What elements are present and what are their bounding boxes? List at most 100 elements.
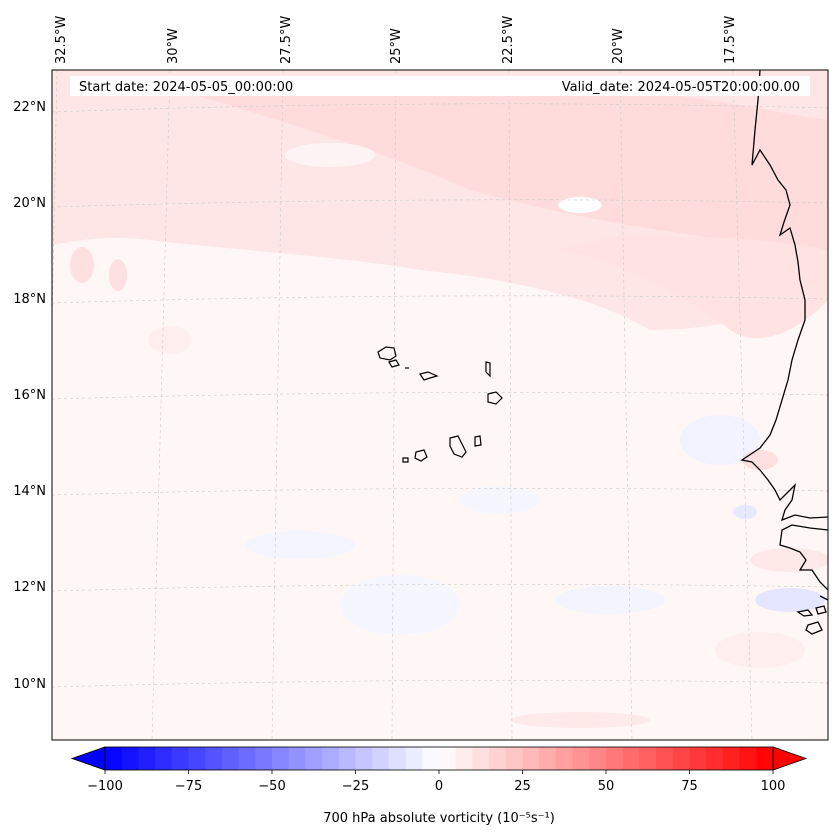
negative-patch-3: [340, 575, 460, 635]
negative-patch-2: [245, 531, 355, 559]
guinea-coast-south: [819, 595, 828, 601]
positive-patch-south: [510, 712, 650, 728]
positive-patch-west-2: [109, 259, 127, 291]
colorbar-cell: [121, 747, 139, 770]
negative-patch-5: [460, 486, 540, 514]
colorbar-cell: [388, 747, 407, 770]
guinea-coastline: [779, 524, 828, 591]
colorbar-ticks: −100 −75 −50 −25 0 25 50 75 100: [87, 770, 785, 794]
parallel-18n: [52, 295, 828, 304]
colorbar-cell: [672, 747, 691, 770]
colorbar-cell: [555, 747, 574, 770]
lon-label-32-5w: 32.5°W: [54, 16, 69, 64]
colorbar-cell: [455, 747, 473, 770]
lon-label-27-5w: 27.5°W: [279, 16, 294, 64]
colorbar-cell: [205, 747, 223, 770]
longitude-labels: 32.5°W 30°W 27.5°W 25°W 22.5°W 20°W 17.5…: [54, 16, 738, 64]
colorbar-cell: [589, 747, 607, 770]
island-sal: [485, 361, 491, 378]
island-santiago: [449, 435, 467, 458]
colorbar-cell: [372, 747, 390, 770]
lon-label-22-5w: 22.5°W: [501, 16, 516, 64]
colorbar-tick-label: 75: [681, 779, 698, 794]
parallel-10n: [52, 679, 828, 688]
negative-patch-1: [680, 415, 760, 465]
colorbar-cell: [171, 747, 190, 770]
colorbar-cell: [272, 747, 290, 770]
colorbar-cell: [539, 747, 557, 770]
colorbar-extend-max: [772, 746, 808, 771]
positive-vorticity-core: [140, 78, 828, 250]
negative-patch-4: [555, 586, 665, 614]
island-brava: [402, 457, 409, 463]
coastline: [740, 70, 828, 635]
lon-label-25w: 25°W: [389, 28, 404, 64]
colorbar-cell: [105, 747, 123, 770]
parallel-20n: [52, 199, 828, 208]
colorbar-cell: [706, 747, 724, 770]
white-patch-1: [558, 197, 602, 213]
meridian-27-5w: [271, 70, 284, 740]
colorbar-cell: [221, 747, 240, 770]
start-date-box: [70, 76, 810, 96]
meridian-20w: [619, 70, 633, 740]
gridlines: [52, 70, 828, 740]
meridian-30w: [151, 70, 171, 740]
colorbar-cell: [606, 747, 624, 770]
parallel-22n: [52, 103, 828, 113]
positive-vorticity-coast: [560, 235, 828, 339]
colorbar-cells: [105, 747, 774, 770]
positive-patch-south-2: [715, 632, 805, 668]
negative-patch-coast-2: [733, 505, 757, 519]
latitude-labels: 22°N 20°N 18°N 16°N 14°N 12°N 10°N: [13, 100, 46, 692]
colorbar-cell: [238, 747, 256, 770]
colorbar-cell: [689, 747, 707, 770]
colorbar-cell: [188, 747, 206, 770]
colorbar-cell: [355, 747, 373, 770]
white-patch-2: [285, 143, 375, 167]
colorbar-cell: [138, 747, 156, 770]
vorticity-field: [52, 70, 828, 728]
island-sao-vicente: [388, 359, 400, 368]
meridian-22-5w: [508, 70, 513, 740]
colorbar-cell: [722, 747, 741, 770]
colorbar-tick-label: 0: [435, 779, 443, 794]
lat-label-16n: 16°N: [13, 388, 46, 403]
colorbar-label: 700 hPa absolute vorticity (10⁻⁵s⁻¹): [323, 811, 555, 826]
colorbar-tick-label: −75: [175, 779, 202, 794]
lon-label-30w: 30°W: [166, 28, 181, 64]
positive-patch-coast-2: [750, 548, 828, 572]
colorbar-tick-label: 100: [761, 779, 786, 794]
parallel-12n: [52, 583, 828, 592]
colorbar: −100 −75 −50 −25 0 25 50 75 100 700 hPa absolute…: [70, 746, 808, 826]
africa-coastline: [740, 70, 828, 522]
colorbar-cell: [756, 747, 774, 770]
island-santo-antao: [377, 346, 397, 361]
colorbar-cell: [422, 747, 440, 770]
colorbar-cell: [305, 747, 323, 770]
colorbar-cell: [656, 747, 674, 770]
island-fogo: [414, 449, 428, 462]
colorbar-cell: [505, 747, 524, 770]
positive-patch-west: [70, 247, 94, 283]
colorbar-cell: [155, 747, 173, 770]
island-maio: [474, 435, 482, 447]
start-date-label: Start date: 2024-05-05_00:00:00: [79, 80, 293, 95]
colorbar-tick-label: −50: [258, 779, 285, 794]
lat-label-22n: 22°N: [13, 100, 46, 115]
valid-date-label: Valid_date: 2024-05-05T20:00:00.00: [562, 80, 800, 95]
colorbar-cell: [472, 747, 490, 770]
colorbar-cell: [338, 747, 357, 770]
meridian-17-5w: [732, 70, 753, 740]
colorbar-cell: [489, 747, 507, 770]
positive-patch-mid: [148, 326, 192, 354]
parallel-14n: [52, 487, 828, 496]
lat-label-12n: 12°N: [13, 580, 46, 595]
negative-patch-coast: [755, 588, 825, 612]
colorbar-tick-label: −25: [342, 779, 369, 794]
colorbar-cell: [288, 747, 306, 770]
colorbar-cell: [322, 747, 340, 770]
cape-verde-islands: [377, 346, 503, 463]
colorbar-cell: [405, 747, 423, 770]
